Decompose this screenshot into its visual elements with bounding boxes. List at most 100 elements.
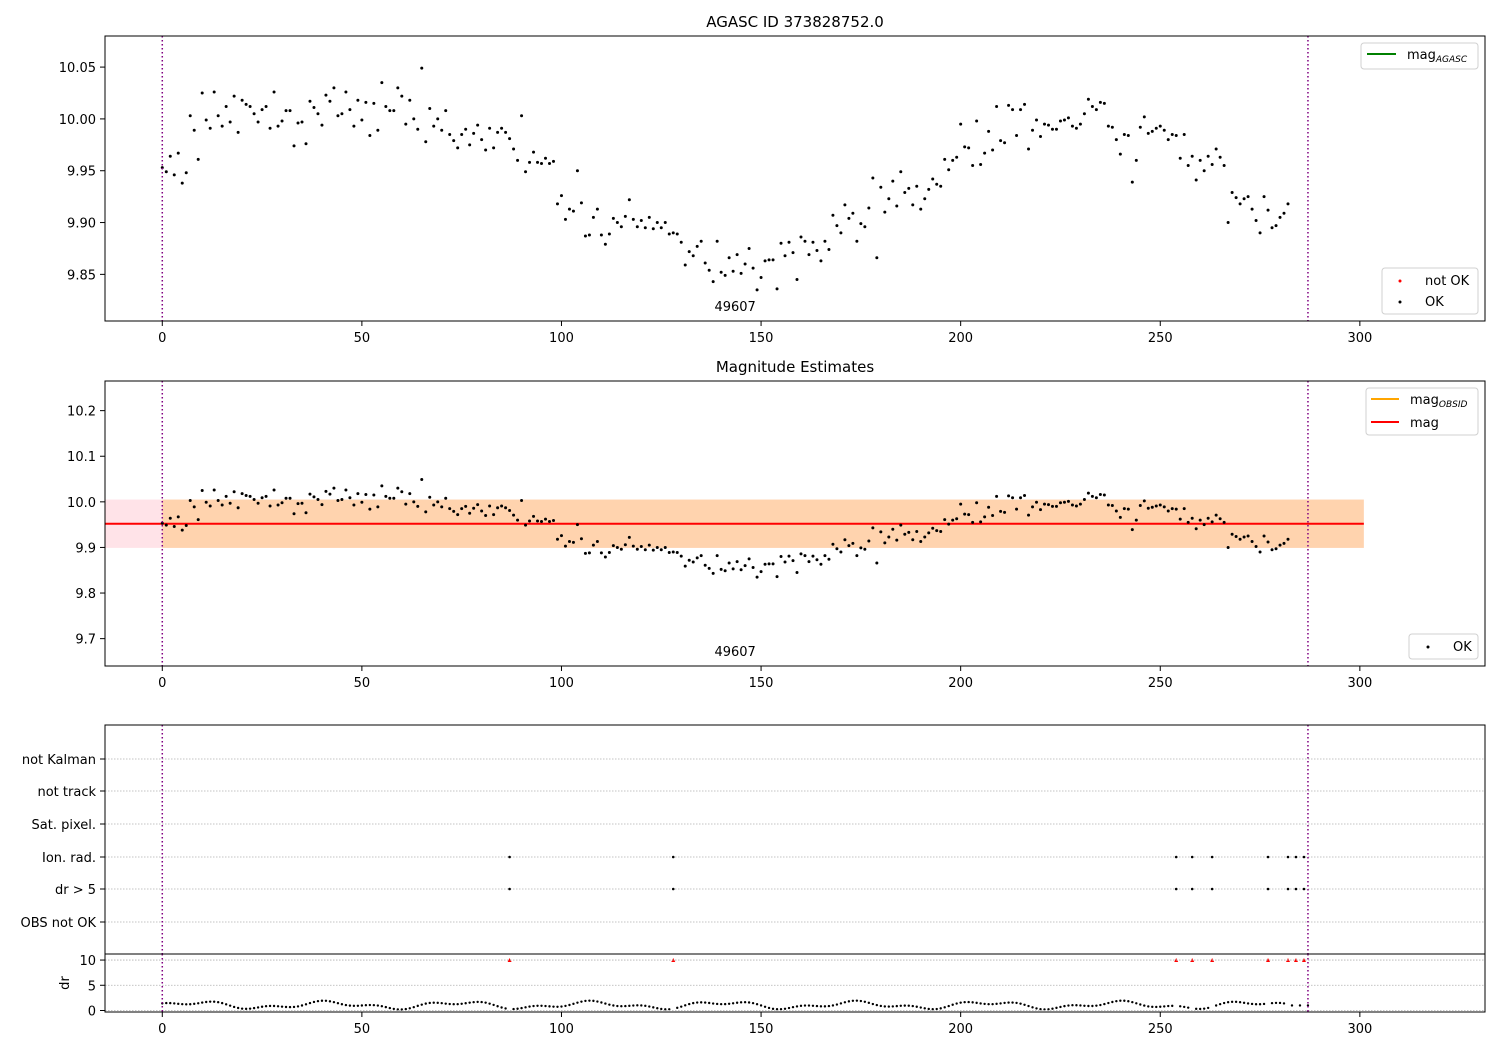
ok-point [715, 554, 719, 558]
ok-point [683, 564, 687, 568]
ok-point [300, 120, 304, 124]
ok-point [799, 235, 803, 239]
ok-point [891, 527, 895, 531]
ok-point [368, 133, 372, 137]
ok-point [627, 535, 631, 539]
ok-point [747, 557, 751, 561]
dr-point [1230, 1000, 1234, 1004]
x-tick-label: 200 [948, 1022, 973, 1037]
ok-point [923, 535, 927, 539]
ok-point [1110, 125, 1114, 129]
ok-point [184, 171, 188, 175]
dr-point [612, 1004, 615, 1007]
ok-point [1070, 503, 1074, 507]
ok-point [967, 513, 971, 517]
ok-point [544, 517, 548, 521]
ok-point [1074, 504, 1078, 508]
ok-point [887, 197, 891, 201]
ok-point [216, 114, 220, 118]
ok-point [815, 249, 819, 253]
dr-point [524, 1006, 527, 1009]
ok-point [1142, 115, 1146, 119]
dr-point [424, 1002, 427, 1005]
ok-point [775, 575, 779, 579]
dr-point [1214, 1004, 1218, 1007]
ok-point [763, 562, 767, 566]
dr-clipped-marker [1266, 958, 1271, 963]
ok-point [1126, 507, 1130, 511]
ok-point [1222, 164, 1226, 168]
ok-point [851, 211, 855, 215]
dr-point [815, 1004, 819, 1008]
ok-point [236, 130, 240, 134]
ok-point [1134, 518, 1138, 522]
dr-point [951, 1003, 954, 1006]
ok-point [743, 564, 747, 568]
dr-point [787, 1006, 791, 1010]
ok-point [1274, 547, 1278, 551]
ok-point [575, 523, 579, 527]
ok-point [843, 203, 847, 207]
ok-point [695, 556, 699, 560]
dr-point [208, 1000, 212, 1003]
ok-point [903, 190, 907, 194]
dr-point [660, 1007, 663, 1011]
ok-point [591, 215, 595, 219]
ok-point [1046, 503, 1050, 507]
ok-point [791, 559, 795, 563]
dr-point [324, 999, 328, 1003]
dr-point [276, 1005, 280, 1008]
ok-point [691, 560, 695, 564]
ok-point [707, 268, 711, 272]
ok-point [1190, 516, 1194, 520]
ok-point [1214, 147, 1218, 151]
dr-point [1087, 1004, 1090, 1008]
x-tick-label: 0 [158, 1022, 166, 1037]
dr-point [707, 1001, 711, 1005]
dr-point [1234, 1000, 1238, 1004]
ok-point [579, 201, 583, 205]
ok-point [891, 179, 895, 183]
panel-flags: not Kalman not track Sat. pixel. Ion. rad. d… [21, 724, 1486, 955]
ok-point [711, 571, 715, 575]
ok-point [895, 204, 899, 208]
dr-point [1083, 1004, 1086, 1007]
ok-point [320, 503, 324, 507]
ok-point [995, 104, 999, 108]
dr-point [608, 1003, 611, 1006]
dr-point [1007, 1001, 1010, 1004]
ok-point [1194, 527, 1198, 531]
ok-point [1023, 493, 1027, 497]
ok-point [304, 511, 308, 515]
dr-point [887, 1005, 891, 1008]
ok-point [583, 551, 587, 555]
ok-point [412, 500, 416, 504]
ok-point [448, 132, 452, 136]
dr-point [851, 999, 855, 1002]
dr-point [939, 1007, 942, 1010]
ok-point [919, 207, 923, 211]
ok-point [1174, 507, 1178, 511]
ok-point [987, 129, 991, 133]
ok-point [452, 509, 456, 513]
flag-row-label: Ion. rad. [42, 851, 96, 866]
ok-point [1046, 123, 1050, 127]
dr-point [532, 1004, 535, 1008]
panel4-frame [104, 953, 1486, 1013]
ok-point [827, 557, 831, 561]
dr-point [1238, 1001, 1242, 1004]
dr-point [592, 999, 595, 1003]
ok-point [164, 523, 168, 527]
dr-point [476, 1000, 479, 1004]
ok-point [1162, 128, 1166, 132]
ok-point [1218, 517, 1222, 521]
ok-point [635, 225, 639, 229]
dr-point [344, 1003, 348, 1007]
ok-point [1262, 534, 1266, 538]
x-tick-label: 100 [549, 331, 574, 346]
ok-point [172, 173, 176, 177]
ok-point [276, 124, 280, 128]
ok-point [739, 568, 743, 572]
dr-point [791, 1005, 795, 1009]
ok-point [232, 94, 236, 98]
